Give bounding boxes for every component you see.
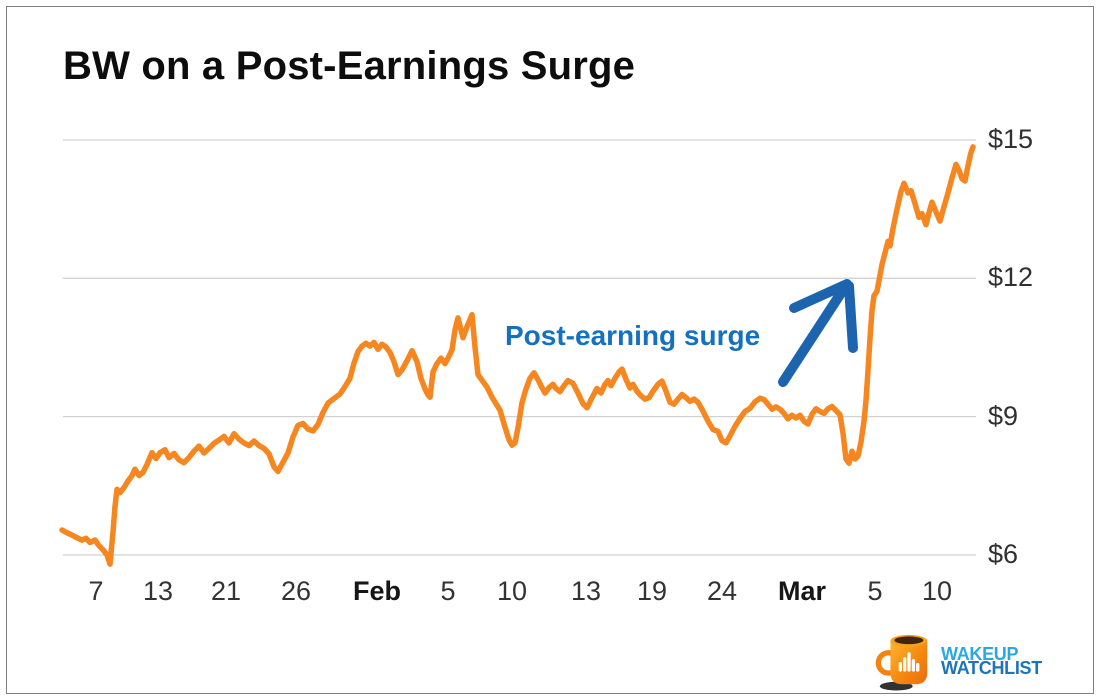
x-tick-label-feb: Feb: [352, 576, 401, 606]
y-tick-label: $12: [988, 262, 1034, 293]
surge-arrow-barb-down: [844, 281, 858, 353]
x-tick-label-mar: Mar: [777, 576, 826, 606]
y-tick-label: $9: [988, 400, 1019, 431]
surge-arrow-shaft: [778, 285, 848, 387]
brand-logo: WAKEUP WATCHLIST: [874, 629, 1042, 693]
x-tick-label-5: 5: [867, 576, 883, 606]
x-tick-label-24: 24: [706, 576, 738, 606]
x-tick-label-26: 26: [280, 576, 312, 606]
brand-word-wakeup: WAKEUP: [941, 643, 1019, 664]
page-title: BW on a Post-Earnings Surge: [63, 44, 636, 88]
surge-arrow-barb-left: [789, 279, 852, 313]
surge-annotation-label: Post-earning surge: [505, 320, 761, 351]
x-tick-label-19: 19: [636, 576, 668, 606]
x-tick-label-10: 10: [496, 576, 528, 606]
y-tick-label: $15: [988, 124, 1034, 154]
x-tick-label-21: 21: [210, 576, 242, 606]
brand-word-watchlist: WATCHLIST: [941, 657, 1042, 678]
x-tick-label-5: 5: [440, 576, 456, 606]
surge-arrow: [778, 279, 858, 387]
x-tick-label-7: 7: [88, 576, 104, 606]
equalizer-bars-icon: [898, 652, 920, 672]
coffee-surface: [894, 636, 924, 645]
coffee-mug-chart-icon: [874, 634, 928, 691]
y-tick-label: $6: [988, 538, 1019, 569]
price-line-series: [59, 144, 976, 567]
brand-wordmark: WAKEUP WATCHLIST: [941, 643, 1042, 678]
x-tick-label-13: 13: [570, 576, 602, 606]
x-tick-label-13: 13: [142, 576, 174, 606]
x-tick-label-10: 10: [921, 576, 953, 606]
